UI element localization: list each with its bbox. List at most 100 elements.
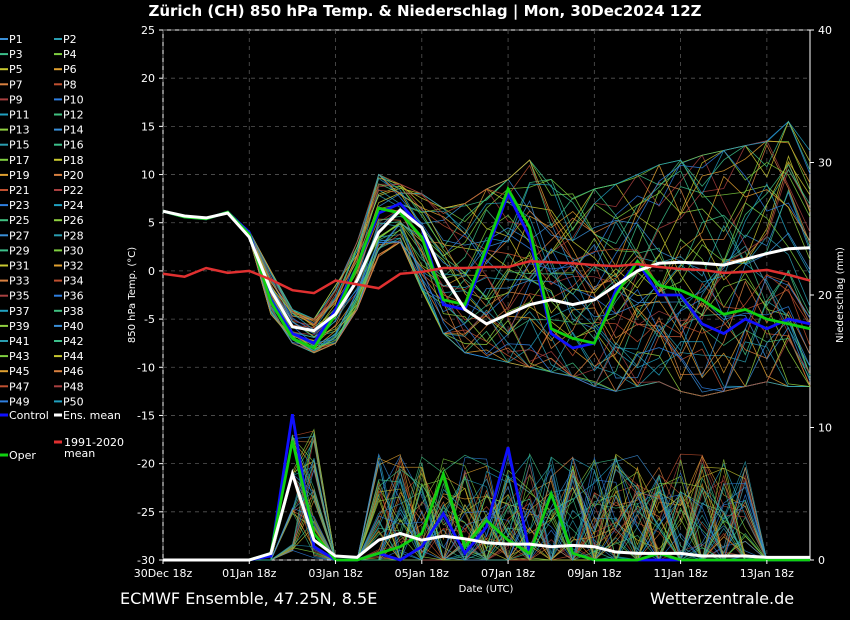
- legend-label-p42: P42: [63, 335, 84, 348]
- legend-label-p2: P2: [63, 33, 77, 46]
- legend-label-p11: P11: [9, 109, 30, 122]
- y-tick-label: -20: [137, 458, 155, 471]
- series-temp-ens-mean: [162, 208, 811, 333]
- member-temp-line: [162, 210, 811, 392]
- y-tick-label: 20: [141, 72, 155, 85]
- legend-label-p36: P36: [63, 290, 84, 303]
- member-temp-line: [162, 207, 811, 359]
- legend-label-p23: P23: [9, 199, 30, 212]
- legend-label-p45: P45: [9, 365, 30, 378]
- footer-site: Wetterzentrale.de: [650, 589, 795, 608]
- y-right-tick-label: 0: [818, 554, 825, 567]
- legend-label-p25: P25: [9, 214, 30, 227]
- legend-label-p30: P30: [63, 244, 84, 257]
- legend-label-p1: P1: [9, 33, 23, 46]
- legend-label-p13: P13: [9, 124, 30, 137]
- legend-label-p41: P41: [9, 335, 30, 348]
- x-tick-label: 13Jan 18z: [740, 567, 794, 580]
- legend-label-p40: P40: [63, 320, 84, 333]
- series-precip-ens-mean: [163, 468, 810, 562]
- y-axis-left-ticks: 25 20 15 10 5 0 -5 -10 -15 -20 -25 -30: [137, 24, 163, 567]
- legend-label-p29: P29: [9, 244, 30, 257]
- y-right-tick-label: 20: [818, 289, 832, 302]
- y-right-tick-label: 40: [818, 24, 832, 37]
- y-axis-right-ticks: 40 30 20 10 0: [810, 24, 832, 567]
- ensemble-members: [162, 120, 811, 562]
- legend-label-p33: P33: [9, 275, 30, 288]
- legend-label-p49: P49: [9, 395, 30, 408]
- x-tick-label: 09Jan 18z: [567, 567, 621, 580]
- legend-label-p17: P17: [9, 154, 30, 167]
- footer-source: ECMWF Ensemble, 47.25N, 8.5E: [120, 589, 378, 608]
- member-temp-line: [162, 120, 811, 331]
- series-temp-oper: [162, 185, 811, 350]
- legend-label-p27: P27: [9, 229, 30, 242]
- legend-label-oper: Oper: [9, 449, 36, 462]
- x-axis-ticks: 30Dec 18z 01Jan 18z 03Jan 18z 05Jan 18z 07Ja…: [134, 560, 794, 580]
- legend-label-p28: P28: [63, 229, 84, 242]
- legend-label-p10: P10: [63, 93, 84, 106]
- chart-title: Zürich (CH) 850 hPa Temp. & Niederschlag…: [148, 2, 702, 20]
- x-tick-label: 30Dec 18z: [134, 567, 193, 580]
- legend-label-p6: P6: [63, 63, 77, 76]
- member-temp-line: [162, 210, 811, 393]
- legend-label-p38: P38: [63, 305, 84, 318]
- legend-label-climate: 1991-2020: [64, 436, 124, 449]
- y-tick-label: 10: [141, 169, 155, 182]
- legend-label-control: Control: [9, 409, 49, 422]
- legend-label-p35: P35: [9, 290, 30, 303]
- legend-label-p37: P37: [9, 305, 30, 318]
- y-tick-label: 5: [148, 217, 155, 230]
- y-axis-right-label: Niederschlag (mm): [835, 247, 846, 343]
- legend-label-p4: P4: [63, 48, 77, 61]
- x-tick-label: 05Jan 18z: [395, 567, 449, 580]
- legend-label-p31: P31: [9, 260, 30, 273]
- x-tick-label: 07Jan 18z: [481, 567, 535, 580]
- legend-label-p26: P26: [63, 214, 84, 227]
- y-axis-left-label: 850 hPa Temp. (°C): [127, 247, 138, 343]
- x-tick-label: 11Jan 18z: [653, 567, 707, 580]
- legend-label-p15: P15: [9, 139, 30, 152]
- x-axis-label: Date (UTC): [459, 584, 514, 595]
- legend-label-p8: P8: [63, 78, 77, 91]
- legend-label-p3: P3: [9, 48, 23, 61]
- legend-label-p44: P44: [63, 350, 84, 363]
- legend-label-p21: P21: [9, 184, 30, 197]
- legend-label-p46: P46: [63, 365, 84, 378]
- y-right-tick-label: 30: [818, 157, 832, 170]
- legend-label-p20: P20: [63, 169, 84, 182]
- y-tick-label: 25: [141, 24, 155, 37]
- member-precip-line: [163, 434, 810, 561]
- legend-label-p12: P12: [63, 109, 84, 122]
- x-tick-label: 01Jan 18z: [222, 567, 276, 580]
- legend-label-p18: P18: [63, 154, 84, 167]
- y-tick-label: -10: [137, 361, 155, 374]
- legend-label-p7: P7: [9, 78, 23, 91]
- legend-label-p9: P9: [9, 93, 23, 106]
- x-tick-label: 03Jan 18z: [308, 567, 362, 580]
- legend-label-p50: P50: [63, 395, 84, 408]
- y-tick-label: -30: [137, 554, 155, 567]
- member-temp-line: [162, 211, 811, 378]
- legend-label-p34: P34: [63, 275, 84, 288]
- y-right-tick-label: 10: [818, 422, 832, 435]
- legend-label-climate-2: mean: [64, 447, 95, 460]
- legend-label-p5: P5: [9, 63, 23, 76]
- legend: P1 P2 P3 P4 P5 P6 P7 P8 P9 P10 P11 P12 P13 P14 P15 P16 P…: [0, 33, 124, 462]
- legend-label-p24: P24: [63, 199, 84, 212]
- legend-label-p48: P48: [63, 380, 84, 393]
- legend-label-p32: P32: [63, 260, 84, 273]
- y-tick-label: 0: [148, 265, 155, 278]
- legend-label-p16: P16: [63, 139, 84, 152]
- y-tick-label: -15: [137, 409, 155, 422]
- y-tick-label: 15: [141, 120, 155, 133]
- main-series: [162, 185, 811, 562]
- y-tick-label: -5: [144, 313, 155, 326]
- legend-label-p43: P43: [9, 350, 30, 363]
- legend-label-p22: P22: [63, 184, 84, 197]
- legend-label-ens-mean: Ens. mean: [63, 409, 121, 422]
- member-temp-line: [162, 210, 811, 393]
- legend-label-p14: P14: [63, 124, 84, 137]
- member-temp-line: [162, 183, 811, 397]
